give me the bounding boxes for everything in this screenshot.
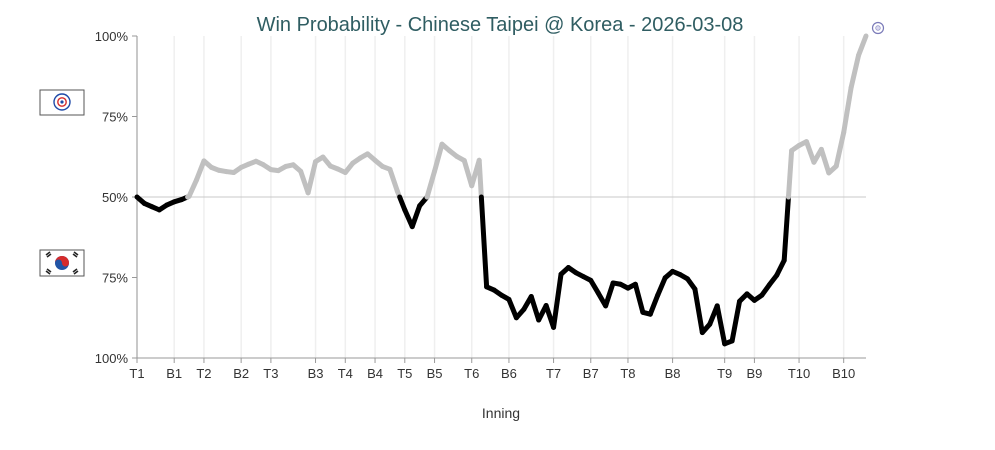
win-probability-segment (841, 85, 854, 136)
win-probability-segment (781, 194, 791, 263)
win-probability-segment (194, 158, 207, 183)
win-probability-segment (848, 52, 862, 91)
win-probability-segment (409, 203, 423, 230)
x-tick-label: B3 (308, 366, 324, 381)
x-axis-label: Inning (482, 405, 520, 421)
win-probability-segment (632, 281, 646, 315)
x-tick-label: B1 (166, 366, 182, 381)
win-probability-segment (856, 33, 869, 58)
win-probability-segment (528, 293, 542, 323)
win-probability-segment (432, 141, 445, 174)
win-probability-segment (506, 296, 519, 321)
chinese-taipei-logo-icon (871, 21, 885, 35)
win-probability-segment (186, 177, 200, 199)
x-tick-label: B6 (501, 366, 517, 381)
x-tick-label: B4 (367, 366, 383, 381)
x-tick-label: B9 (746, 366, 762, 381)
x-tick-label: B7 (583, 366, 599, 381)
win-probability-segment (424, 168, 438, 200)
win-probability-segment (478, 194, 490, 290)
x-tick-label: T10 (788, 366, 810, 381)
win-probability-segment (774, 257, 787, 278)
x-tick-label: T7 (546, 366, 561, 381)
chart-title: Win Probability - Chinese Taipei @ Korea… (257, 14, 744, 36)
x-tick-label: B10 (832, 366, 855, 381)
chinese-taipei-flag-icon (39, 89, 85, 116)
x-tick-label: T4 (338, 366, 353, 381)
win-probability-segment (305, 159, 319, 196)
x-tick-label: T9 (717, 366, 732, 381)
y-tick-label: 75% (102, 110, 128, 125)
x-tick-label: T6 (464, 366, 479, 381)
x-tick-label: T5 (397, 366, 412, 381)
win-probability-segment (387, 166, 400, 194)
win-probability-segment (833, 130, 847, 169)
win-probability-segment (692, 286, 705, 336)
win-probability-segment (655, 275, 668, 298)
win-probability-segment (714, 303, 728, 347)
x-tick-label: T3 (263, 366, 278, 381)
win-probability-segment (803, 139, 817, 165)
x-tick-label: T1 (129, 366, 144, 381)
win-probability-segment (729, 298, 743, 344)
y-tick-label: 75% (102, 271, 128, 286)
win-probability-segment (551, 271, 564, 330)
win-probability-segment (647, 292, 661, 317)
x-axis-ticks: T1 B1 T2 B2 T3 B3 T4 B4 T5 B5 T6 B6 T7 B7 T8 B8 T9 B9 T10 B… (129, 358, 855, 381)
win-probability-segment (818, 146, 832, 176)
x-tick-label: B2 (233, 366, 249, 381)
y-axis-ticks: 100% 75% 50% 75% 100% (95, 29, 137, 366)
x-tick-label: B8 (665, 366, 681, 381)
win-probability-segment (603, 280, 616, 309)
win-probability-segment (476, 157, 484, 200)
x-tick-label: B5 (427, 366, 443, 381)
win-probability-line (134, 33, 869, 347)
y-tick-label: 50% (102, 190, 128, 205)
y-tick-label: 100% (95, 351, 129, 366)
x-tick-label: T2 (196, 366, 211, 381)
y-tick-label: 100% (95, 29, 129, 44)
korea-flag-icon (39, 249, 85, 277)
x-tick-label: T8 (620, 366, 635, 381)
win-probability-segment (785, 148, 795, 200)
